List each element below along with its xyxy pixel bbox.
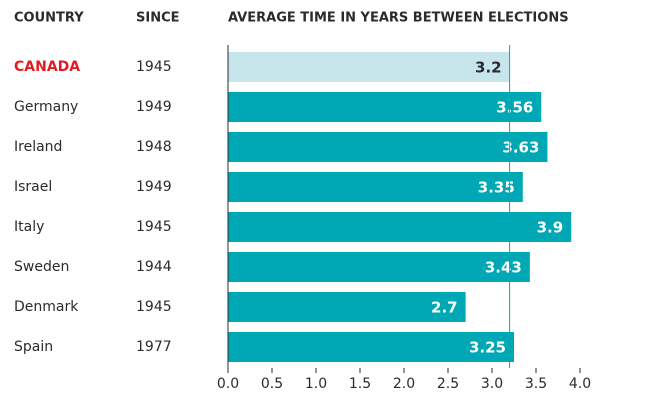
country-label: Israel [14, 179, 52, 195]
country-label: Italy [14, 219, 44, 235]
since-label: 1948 [136, 139, 172, 155]
x-tick-label: 2.5 [437, 376, 459, 392]
country-header: COUNTRY [14, 11, 84, 26]
x-tick-label: 0.5 [261, 376, 283, 392]
country-label: Ireland [14, 139, 62, 155]
x-tick-label: 4.0 [569, 376, 591, 392]
since-label: 1945 [136, 299, 172, 315]
x-tick-label: 2.0 [393, 376, 415, 392]
bar [228, 172, 523, 202]
country-label: Denmark [14, 299, 79, 315]
value-label: 3.25 [469, 339, 506, 357]
bar [228, 92, 542, 122]
x-tick-label: 3.5 [525, 376, 547, 392]
country-label: CANADA [14, 59, 80, 75]
value-label: 3.9 [537, 219, 564, 237]
since-label: 1977 [136, 339, 172, 355]
bar [228, 292, 466, 322]
bar [228, 212, 572, 242]
value-label: 3.63 [502, 139, 539, 157]
value-label: 3.35 [478, 179, 515, 197]
value-label: 3.2 [475, 59, 502, 77]
bar [228, 332, 514, 362]
x-tick-label: 3.0 [481, 376, 503, 392]
country-label: Spain [14, 339, 53, 355]
since-label: 1945 [136, 59, 172, 75]
bar [228, 132, 548, 162]
since-label: 1949 [136, 99, 172, 115]
since-label: 1944 [136, 259, 172, 275]
bar [228, 252, 530, 282]
country-label: Sweden [14, 259, 69, 275]
value-label: 3.56 [496, 99, 533, 117]
since-header: SINCE [136, 11, 180, 26]
value-label: 2.7 [431, 299, 458, 317]
since-label: 1949 [136, 179, 172, 195]
chart-title: AVERAGE TIME IN YEARS BETWEEN ELECTIONS [228, 11, 569, 26]
bar [228, 52, 510, 82]
country-label: Germany [14, 99, 78, 115]
value-label: 3.43 [485, 259, 522, 277]
x-tick-label: 1.0 [305, 376, 327, 392]
x-tick-label: 1.5 [349, 376, 371, 392]
since-label: 1945 [136, 219, 172, 235]
x-tick-label: 0.0 [217, 376, 239, 392]
